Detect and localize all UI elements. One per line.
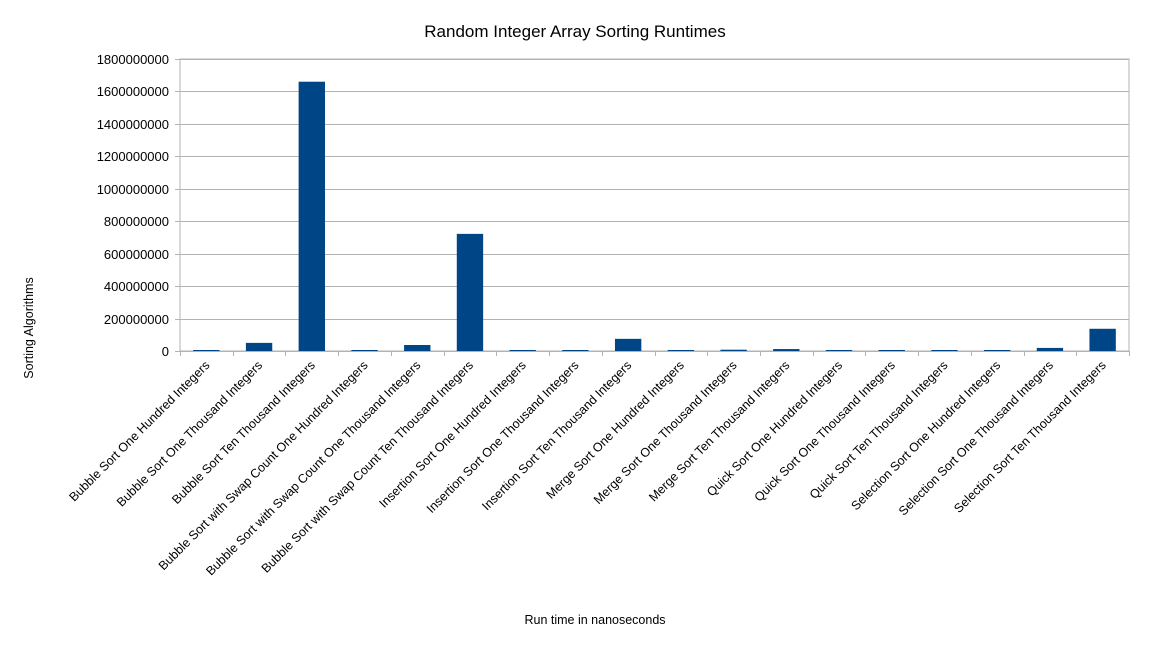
bar bbox=[298, 81, 325, 351]
y-tick-label: 1200000000 bbox=[97, 149, 169, 164]
chart-title: Random Integer Array Sorting Runtimes bbox=[424, 22, 725, 41]
y-tick-label: 0 bbox=[162, 344, 169, 359]
y-tick-label: 800000000 bbox=[104, 214, 169, 229]
bar bbox=[456, 233, 484, 351]
bar bbox=[1036, 347, 1064, 351]
bar bbox=[984, 350, 1011, 351]
y-tick-label: 600000000 bbox=[104, 247, 169, 262]
bar bbox=[667, 350, 695, 351]
bar bbox=[773, 349, 800, 351]
y-tick-label: 1400000000 bbox=[97, 117, 169, 132]
bar bbox=[720, 349, 747, 351]
bar bbox=[193, 350, 220, 351]
bar bbox=[404, 344, 431, 351]
y-tick-label: 200000000 bbox=[104, 312, 169, 327]
bar bbox=[1089, 328, 1116, 351]
bar bbox=[562, 350, 589, 351]
bar bbox=[245, 342, 273, 351]
x-axis-title: Run time in nanoseconds bbox=[524, 613, 665, 627]
bar bbox=[825, 350, 853, 351]
y-tick-label: 1800000000 bbox=[97, 52, 169, 67]
bar bbox=[931, 350, 958, 351]
y-tick-label: 400000000 bbox=[104, 279, 169, 294]
y-axis-title: Sorting Algorithms bbox=[22, 277, 36, 378]
bar bbox=[509, 350, 536, 351]
y-tick-label: 1000000000 bbox=[97, 182, 169, 197]
bar bbox=[614, 338, 642, 351]
gridlines bbox=[175, 58, 1130, 356]
bar bbox=[878, 350, 905, 351]
y-axis-ticks: 0 200000000 400000000 600000000 800000000 100… bbox=[97, 52, 169, 359]
bars bbox=[193, 81, 1116, 351]
y-tick-label: 1600000000 bbox=[97, 84, 169, 99]
bar bbox=[351, 350, 378, 351]
